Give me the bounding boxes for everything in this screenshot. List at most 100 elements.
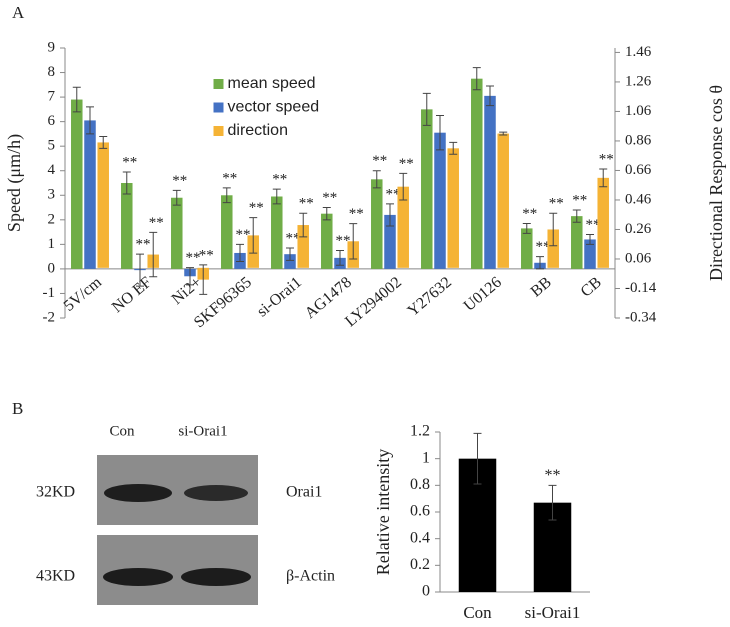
error-bar (372, 170, 381, 189)
protein-label: Orai1 (286, 484, 322, 501)
significance: ** (372, 153, 387, 169)
significance: ** (222, 170, 237, 186)
x-tick-label: si-Orai1 (254, 274, 305, 321)
y2-tick-label: 1.06 (625, 103, 652, 119)
y-tick-label: 4 (48, 162, 56, 178)
significance: ** (199, 247, 214, 263)
significance: ** (249, 200, 264, 216)
bar (384, 214, 396, 269)
y-tick-label: 6 (48, 113, 56, 129)
significance: ** (149, 215, 164, 231)
error-bar (322, 207, 331, 221)
bar (421, 109, 433, 269)
legend-swatch (213, 126, 224, 136)
panel-label: A (12, 3, 25, 22)
error-bar (336, 250, 344, 266)
y-tick-label: 1 (48, 236, 56, 252)
bar (484, 95, 496, 269)
significance: ** (236, 227, 251, 243)
significance: ** (549, 196, 564, 212)
x-tick-label: 5V/cm (61, 273, 106, 314)
significance: ** (399, 156, 414, 172)
bar (521, 228, 533, 269)
lane-label: si-Orai1 (178, 423, 227, 439)
bar (121, 183, 133, 269)
bar (497, 133, 509, 268)
y2-axis-title: Directional Response cos θ (706, 85, 726, 281)
error-bar (486, 85, 494, 107)
error-bar (136, 253, 144, 287)
y2-tick-label: 0.26 (625, 221, 652, 237)
error-bar (99, 136, 108, 149)
error-bar (236, 243, 244, 263)
significance: ** (272, 172, 287, 188)
error-bar (349, 223, 358, 260)
x-tick-label: Con (463, 603, 492, 622)
lane-label: Con (109, 423, 135, 439)
y-tick-label: 1.2 (410, 423, 430, 440)
error-bar (186, 267, 194, 286)
y-tick-label: 1 (422, 449, 430, 466)
bar (284, 254, 296, 269)
y-tick-label: 8 (48, 64, 56, 80)
bar (97, 142, 109, 268)
y-tick-label: 0.4 (410, 529, 430, 546)
legend-swatch (213, 102, 224, 113)
error-bar (472, 67, 481, 91)
error-bar (449, 141, 458, 155)
error-bar (572, 209, 581, 223)
error-bar (499, 131, 508, 136)
bar (397, 186, 409, 268)
significance: ** (322, 190, 337, 206)
bar (597, 177, 609, 268)
bar (297, 225, 309, 268)
blot-band (181, 568, 251, 586)
y2-tick-label: 1.46 (625, 44, 652, 60)
error-bar (172, 189, 181, 206)
bar (84, 120, 96, 269)
protein-label: β-Actin (286, 568, 335, 585)
significance: ** (286, 230, 301, 246)
y-tick-label: -1 (43, 285, 56, 301)
significance: ** (536, 239, 551, 255)
x-tick-label: NO EF (109, 274, 155, 317)
significance: ** (172, 173, 187, 189)
y2-tick-label: 1.26 (625, 73, 652, 89)
y2-tick-label: -0.34 (625, 309, 657, 325)
y-axis-title: Speed (μm/h) (4, 134, 25, 232)
error-bar (286, 247, 294, 261)
significance: ** (586, 217, 601, 233)
error-bar (272, 188, 281, 205)
bar (434, 132, 446, 269)
blot: Con si-Orai1 32KD Orai1 43KD β-Actin (36, 423, 335, 605)
error-bar (199, 264, 208, 295)
error-bar (222, 187, 231, 204)
significance: ** (299, 196, 314, 212)
bar (471, 78, 483, 269)
error-bar (149, 231, 158, 278)
significance: ** (336, 233, 351, 249)
y2-tick-label: -0.14 (625, 280, 657, 296)
error-bar (549, 212, 558, 247)
significance: ** (545, 467, 561, 484)
y-tick-label: 0 (48, 260, 56, 276)
blot-band (104, 484, 172, 502)
bar (271, 196, 283, 269)
y-axis-title: Relative intensity (373, 449, 393, 575)
error-bar (86, 106, 94, 135)
error-bar (536, 256, 544, 270)
significance: ** (186, 250, 201, 266)
y-tick-label: 7 (48, 89, 56, 105)
error-bar (399, 172, 408, 201)
error-bar (422, 92, 431, 126)
x-tick-label: LY294002 (342, 274, 405, 331)
error-bar (586, 234, 594, 245)
blot-band (184, 485, 248, 501)
bar (221, 195, 233, 269)
significance: ** (349, 206, 364, 222)
error-bar (72, 86, 81, 113)
y-tick-label: 2 (48, 211, 56, 227)
error-bar (122, 171, 131, 195)
error-bar (249, 217, 258, 254)
